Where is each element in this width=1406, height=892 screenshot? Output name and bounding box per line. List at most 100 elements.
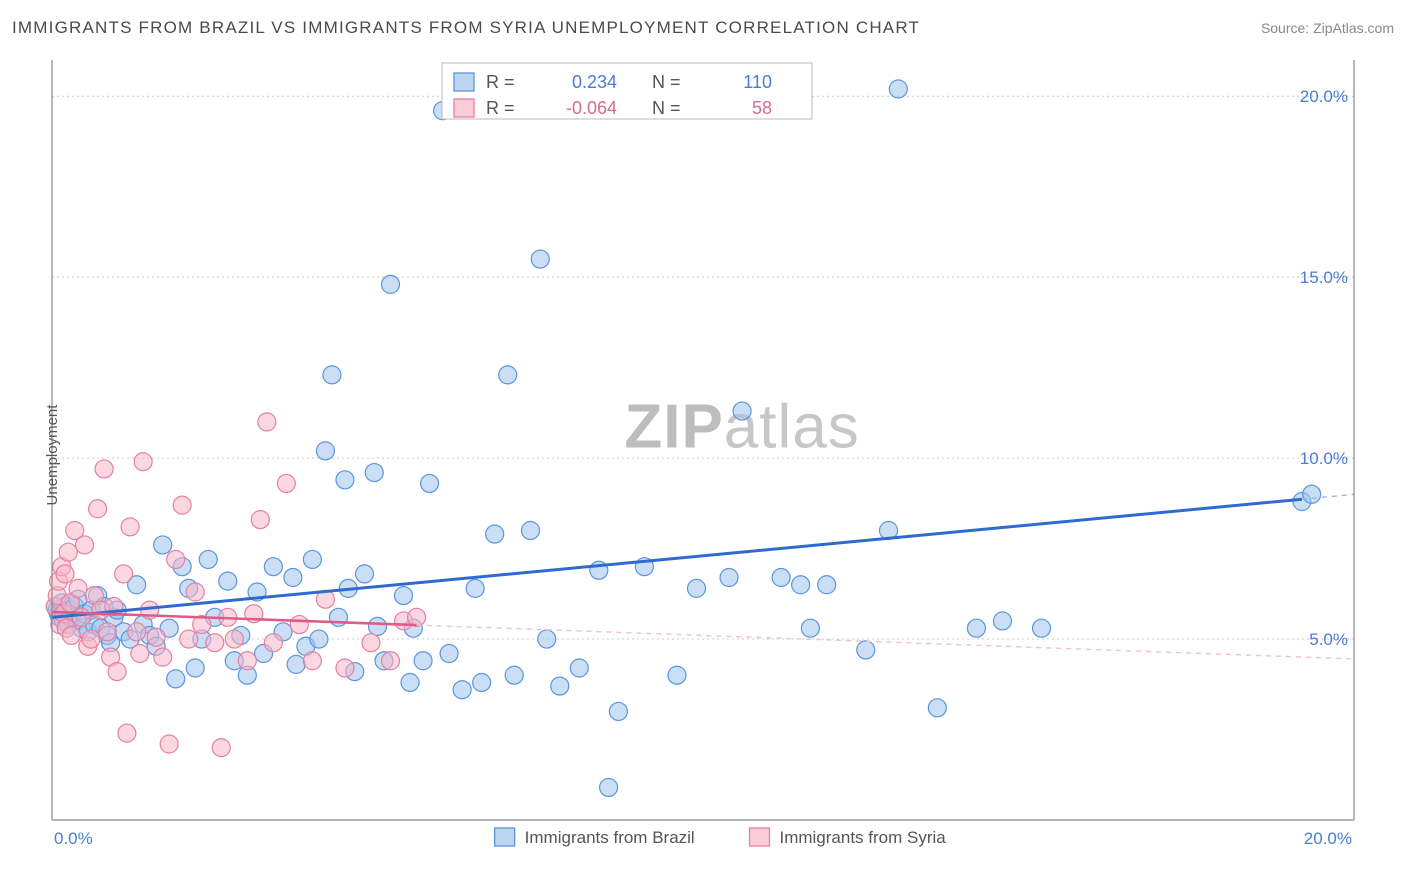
data-point bbox=[382, 652, 400, 670]
data-point bbox=[63, 626, 81, 644]
data-point bbox=[76, 536, 94, 554]
data-point bbox=[323, 366, 341, 384]
legend-r-label: R = bbox=[486, 98, 515, 118]
data-point bbox=[167, 670, 185, 688]
data-point bbox=[421, 474, 439, 492]
data-point bbox=[160, 735, 178, 753]
legend-swatch bbox=[495, 828, 515, 846]
data-point bbox=[284, 569, 302, 587]
data-point bbox=[56, 565, 74, 583]
data-point bbox=[551, 677, 569, 695]
data-point bbox=[316, 442, 334, 460]
data-point bbox=[818, 576, 836, 594]
data-point bbox=[186, 583, 204, 601]
data-point bbox=[212, 739, 230, 757]
data-point bbox=[303, 652, 321, 670]
x-tick-label: 20.0% bbox=[1304, 829, 1352, 848]
data-point bbox=[600, 778, 618, 796]
data-point bbox=[219, 572, 237, 590]
source-prefix: Source: bbox=[1261, 20, 1313, 36]
data-point bbox=[505, 666, 523, 684]
data-point bbox=[531, 250, 549, 268]
legend-series-label: Immigrants from Syria bbox=[779, 828, 946, 847]
data-point bbox=[167, 550, 185, 568]
data-point bbox=[570, 659, 588, 677]
data-point bbox=[147, 628, 165, 646]
y-axis-label: Unemployment bbox=[44, 405, 61, 506]
legend-swatch bbox=[749, 828, 769, 846]
legend-r-value: 0.234 bbox=[572, 72, 617, 92]
data-point bbox=[473, 673, 491, 691]
data-point bbox=[95, 460, 113, 478]
data-point bbox=[303, 550, 321, 568]
source-link[interactable]: ZipAtlas.com bbox=[1313, 20, 1394, 36]
data-point bbox=[369, 617, 387, 635]
data-point bbox=[414, 652, 432, 670]
data-point bbox=[118, 724, 136, 742]
data-point bbox=[72, 608, 90, 626]
legend-swatch bbox=[454, 73, 474, 91]
data-point bbox=[668, 666, 686, 684]
data-point bbox=[609, 702, 627, 720]
data-point bbox=[89, 500, 107, 518]
data-point bbox=[362, 634, 380, 652]
data-point bbox=[131, 645, 149, 663]
data-point bbox=[538, 630, 556, 648]
data-point bbox=[365, 464, 383, 482]
data-point bbox=[733, 402, 751, 420]
chart-header: IMMIGRANTS FROM BRAZIL VS IMMIGRANTS FRO… bbox=[12, 18, 1394, 38]
x-tick-label: 0.0% bbox=[54, 829, 93, 848]
legend-n-value: 58 bbox=[752, 98, 772, 118]
legend-r-value: -0.064 bbox=[566, 98, 617, 118]
data-point bbox=[521, 521, 539, 539]
data-point bbox=[993, 612, 1011, 630]
data-point bbox=[206, 634, 224, 652]
data-point bbox=[1303, 485, 1321, 503]
data-point bbox=[154, 536, 172, 554]
data-point bbox=[720, 569, 738, 587]
data-point bbox=[225, 630, 243, 648]
data-point bbox=[395, 587, 413, 605]
data-point bbox=[277, 474, 295, 492]
data-point bbox=[857, 641, 875, 659]
data-point bbox=[801, 619, 819, 637]
legend-r-label: R = bbox=[486, 72, 515, 92]
data-point bbox=[336, 659, 354, 677]
data-point bbox=[310, 630, 328, 648]
data-point bbox=[466, 579, 484, 597]
data-point bbox=[287, 655, 305, 673]
legend-swatch bbox=[454, 99, 474, 117]
data-point bbox=[928, 699, 946, 717]
data-point bbox=[290, 616, 308, 634]
data-point bbox=[889, 80, 907, 98]
chart-container: Unemployment 5.0%10.0%15.0%20.0%ZIPatlas… bbox=[12, 60, 1394, 850]
data-point bbox=[792, 576, 810, 594]
legend-series-label: Immigrants from Brazil bbox=[525, 828, 695, 847]
data-point bbox=[499, 366, 517, 384]
y-tick-label: 15.0% bbox=[1300, 268, 1348, 287]
data-point bbox=[486, 525, 504, 543]
data-point bbox=[180, 630, 198, 648]
data-point bbox=[772, 569, 790, 587]
data-point bbox=[69, 579, 87, 597]
data-point bbox=[82, 630, 100, 648]
data-point bbox=[967, 619, 985, 637]
y-tick-label: 20.0% bbox=[1300, 87, 1348, 106]
legend-n-label: N = bbox=[652, 72, 681, 92]
data-point bbox=[238, 652, 256, 670]
data-point bbox=[199, 550, 217, 568]
data-point bbox=[355, 565, 373, 583]
legend-n-label: N = bbox=[652, 98, 681, 118]
data-point bbox=[1033, 619, 1051, 637]
data-point bbox=[108, 663, 126, 681]
data-point bbox=[453, 681, 471, 699]
scatter-chart: 5.0%10.0%15.0%20.0%ZIPatlas0.0%20.0%R =0… bbox=[12, 60, 1394, 880]
data-point bbox=[121, 518, 139, 536]
legend-n-value: 110 bbox=[743, 72, 772, 92]
data-point bbox=[382, 275, 400, 293]
data-point bbox=[401, 673, 419, 691]
data-point bbox=[251, 511, 269, 529]
data-point bbox=[687, 579, 705, 597]
data-point bbox=[258, 413, 276, 431]
trend-line-extrapolated bbox=[417, 625, 1354, 659]
